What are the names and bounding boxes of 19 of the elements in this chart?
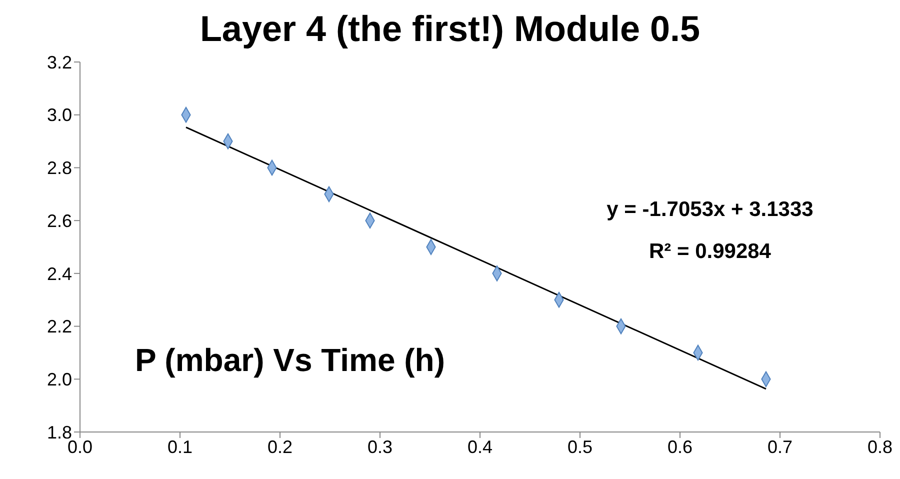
y-tick-label: 3.2 [46,52,72,72]
x-tick-label: 0.7 [767,436,793,457]
annotation: R² = 0.99284 [648,240,772,264]
annotation: P (mbar) Vs Time (h) [134,342,446,379]
x-tick-label: 0.3 [367,436,393,457]
y-tick-label: 2.8 [46,158,72,178]
y-tick-label: 2.6 [46,210,72,231]
x-tick-label: 0.8 [867,436,893,457]
annotation: y = -1.7053x + 3.1333 [606,198,814,222]
x-tick-label: 0.4 [467,436,493,457]
x-tick-label: 0.2 [267,436,293,457]
y-tick-label: 2.0 [46,370,72,390]
x-tick-label: 0.1 [167,436,193,457]
y-tick-label: 2.4 [46,264,72,284]
chart-title: Layer 4 (the first!) Module 0.5 [198,8,702,50]
y-tick-label: 2.2 [46,316,72,337]
x-tick-label: 0.5 [567,436,593,457]
x-tick-label: 0.6 [667,436,693,457]
y-tick-label: 3.0 [46,105,72,126]
